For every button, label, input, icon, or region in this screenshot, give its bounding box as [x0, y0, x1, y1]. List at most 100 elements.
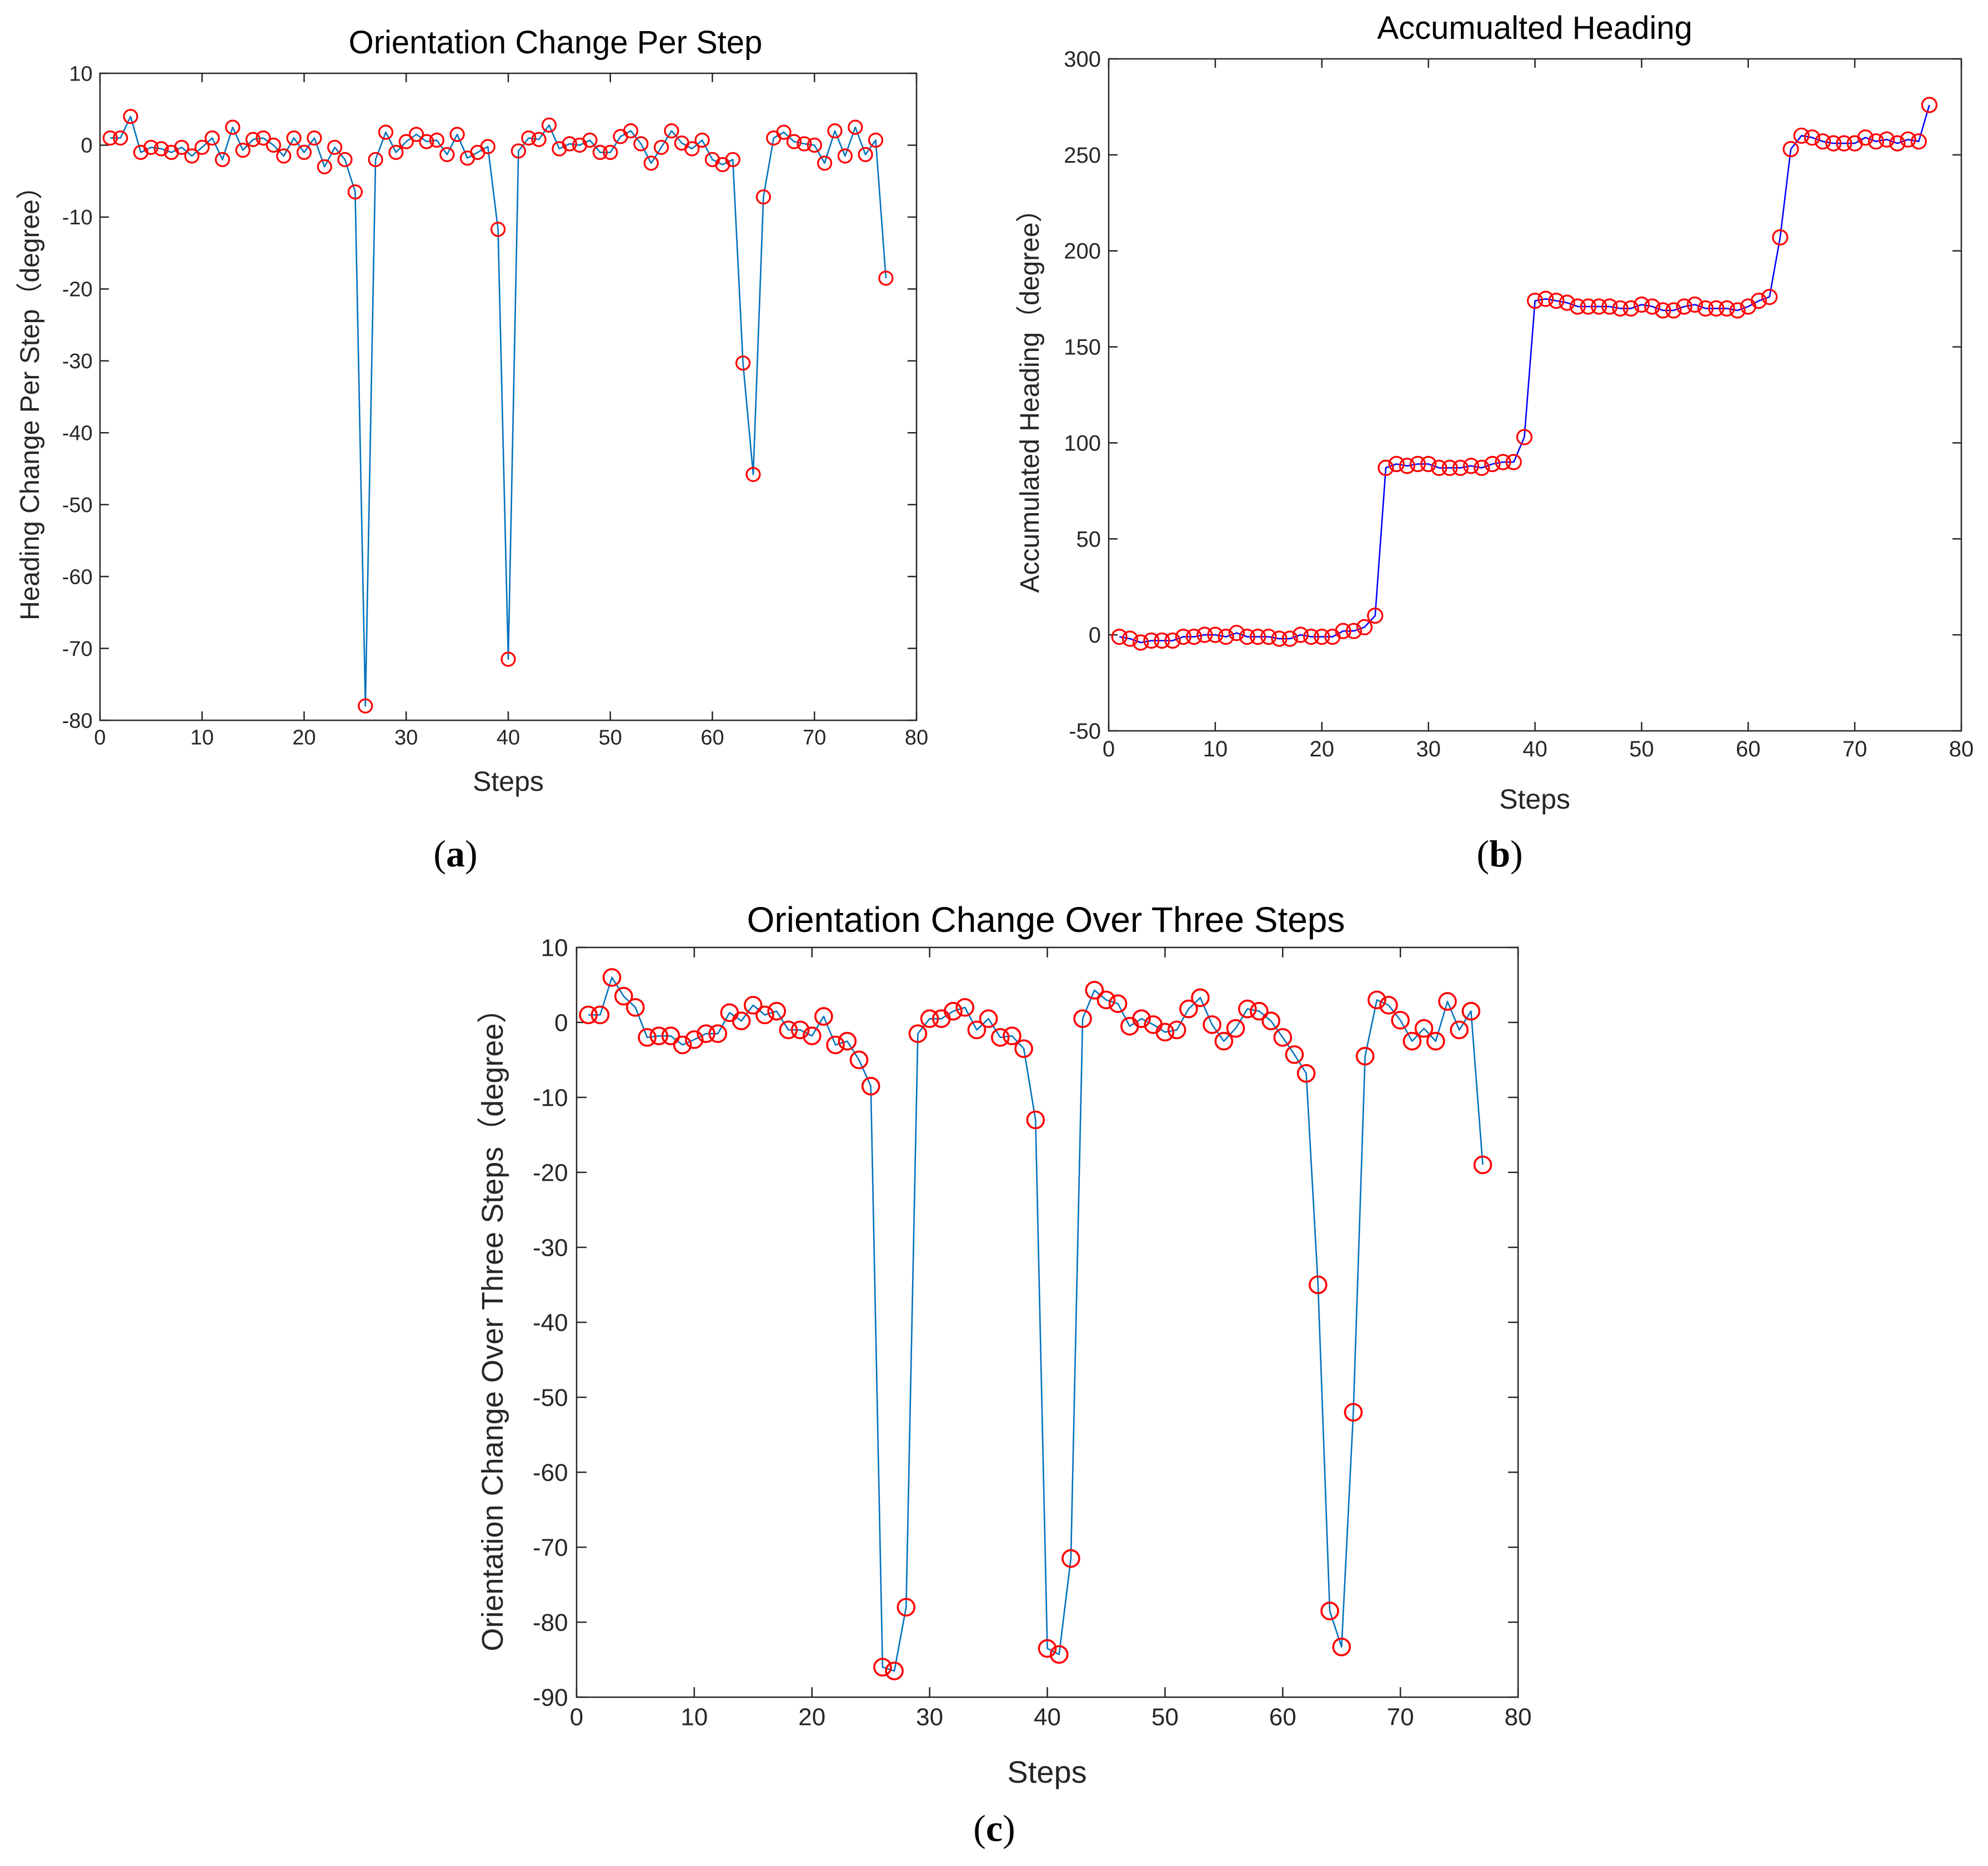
panel-c-data-point: [732, 1011, 751, 1031]
panel-c-data-point: [1344, 1403, 1363, 1422]
panel-a-xtick-label: 40: [497, 726, 520, 750]
panel-a-data-point: [633, 136, 649, 152]
panel-a-data-point: [848, 119, 863, 135]
panel-a-series-line: [110, 116, 887, 707]
panel-c-data-point: [1238, 999, 1257, 1019]
panel-a-data-point: [878, 270, 894, 286]
panel-b-data-point: [1463, 458, 1479, 474]
panel-c-data-point: [1203, 1015, 1221, 1034]
panel-a-ytick-label: -70: [62, 638, 93, 661]
panel-c-data-point: [1285, 1045, 1304, 1064]
panel-c-data-point: [944, 1002, 963, 1021]
panel-c-data-point: [849, 1050, 869, 1070]
panel-a-xtick-label: 70: [803, 726, 826, 750]
panel-c-data-point: [1191, 988, 1210, 1007]
panel-c-data-point: [590, 1005, 610, 1025]
panel-b-ylabel: Accumulated Heading（degree）: [1015, 195, 1045, 593]
panel-a-ytick-label: -80: [62, 709, 93, 733]
panel-b-data-point: [1793, 127, 1810, 144]
panel-a-data-point: [337, 152, 353, 167]
panel-a-data-point: [347, 184, 363, 200]
panel-c-data-point: [920, 1009, 939, 1029]
panel-c-data-point: [967, 1020, 987, 1040]
panel-a-data-point: [827, 123, 843, 139]
panel-b-data-point: [1516, 429, 1533, 445]
panel-b-xtick-label: 10: [1203, 737, 1228, 761]
panel-b-data-point: [1686, 296, 1703, 313]
panel-c-data-point: [790, 1020, 810, 1040]
panel-c-data-point: [1226, 1019, 1245, 1038]
panel-b-ytick-label: 300: [1064, 47, 1101, 72]
panel-b-data-point: [1697, 300, 1714, 317]
panel-b-xtick-label: 0: [1103, 737, 1115, 761]
panel-a-data-point: [449, 127, 465, 142]
panel-c-data-point: [767, 1002, 786, 1021]
panel-c-data-point: [1309, 1275, 1328, 1295]
panel-a-data-point: [358, 698, 373, 714]
panel-a-data-point: [521, 130, 537, 146]
panel-a-data-point: [817, 156, 833, 171]
panel-b-data-point: [1879, 131, 1895, 148]
panel-c-data-point: [744, 996, 763, 1015]
panel-c-data-point: [708, 1024, 728, 1044]
panel-a-data-point: [113, 130, 128, 146]
panel-a-data-point: [797, 136, 812, 152]
panel-b-data-point: [1676, 298, 1692, 315]
panel-a-xtick-label: 50: [599, 726, 622, 750]
panel-a-data-point: [102, 130, 118, 146]
panel-b-data-point: [1250, 628, 1266, 645]
panel-b-title: Accumualted Heading: [1377, 10, 1692, 46]
panel-c-data-point: [779, 1020, 798, 1040]
panel-c-data-point: [838, 1032, 857, 1051]
panel-b-data-point: [1378, 459, 1394, 476]
panel-c-data-point: [1003, 1026, 1021, 1046]
panel-b-xlabel: Steps: [1499, 784, 1570, 815]
panel-b-data-point: [1772, 229, 1789, 246]
panel-b-data-point: [1228, 625, 1245, 641]
panel-b-data-point: [1271, 630, 1288, 647]
panel-a-data-point: [786, 134, 802, 149]
panel-b-data-point: [1857, 129, 1874, 146]
panel-b-data-point: [1260, 628, 1277, 645]
panel-a-data-point: [388, 144, 404, 160]
panel-c-data-point: [1320, 1602, 1339, 1621]
panel-a-data-point: [745, 466, 761, 482]
panel-a-data-point: [807, 137, 822, 153]
panel-a-data-point: [225, 119, 241, 135]
panel-c-data-point: [1132, 1009, 1151, 1029]
panel-c: Orientation Change Over Three Steps 0 10 2…: [476, 900, 1531, 1849]
panel-a-ytick-label: -50: [62, 494, 93, 517]
panel-b-ytick-label: 50: [1076, 527, 1101, 551]
panel-b-data-point: [1303, 628, 1320, 645]
panel-b: Accumualted Heading 0 10 20 30 40 50 60 70 80 300…: [1015, 10, 1974, 875]
panel-c-label: (c): [973, 1807, 1015, 1849]
panel-c-data-point: [1461, 1002, 1481, 1021]
panel-c-data-point: [661, 1026, 680, 1046]
panel-b-label: (b): [1476, 832, 1523, 875]
panel-c-ytick-label: 0: [554, 1009, 568, 1036]
panel-c-data-point: [1438, 992, 1457, 1011]
panel-b-data-point: [1164, 632, 1181, 649]
panel-a-ytick-label: 0: [81, 134, 93, 158]
panel-a-data-point: [307, 130, 322, 146]
panel-a-data-point: [194, 139, 210, 155]
panel-a-data-point: [378, 124, 394, 140]
panel-b-data-point: [1761, 289, 1778, 305]
panel-b-data-point: [1910, 133, 1927, 150]
panel-b-ytick-label: 200: [1064, 239, 1101, 264]
panel-c-data-point: [1473, 1155, 1493, 1175]
panel-c-data-point: [1038, 1639, 1057, 1658]
panel-b-ytick-label: -50: [1069, 719, 1101, 744]
panel-a-data-point: [153, 141, 169, 157]
panel-a-data-point: [858, 147, 873, 162]
panel-c-data-point: [1049, 1645, 1069, 1664]
panel-b-data-point: [1900, 131, 1916, 148]
panel-c-data-point: [955, 998, 974, 1017]
panel-c-xtick-label: 50: [1151, 1704, 1179, 1731]
panel-c-data-point: [803, 1026, 822, 1046]
panel-b-data-point: [1889, 135, 1906, 152]
panel-c-data-point: [1061, 1549, 1080, 1568]
panel-b-xtick-label: 20: [1310, 737, 1335, 761]
panel-c-ytick-label: -10: [533, 1084, 568, 1111]
